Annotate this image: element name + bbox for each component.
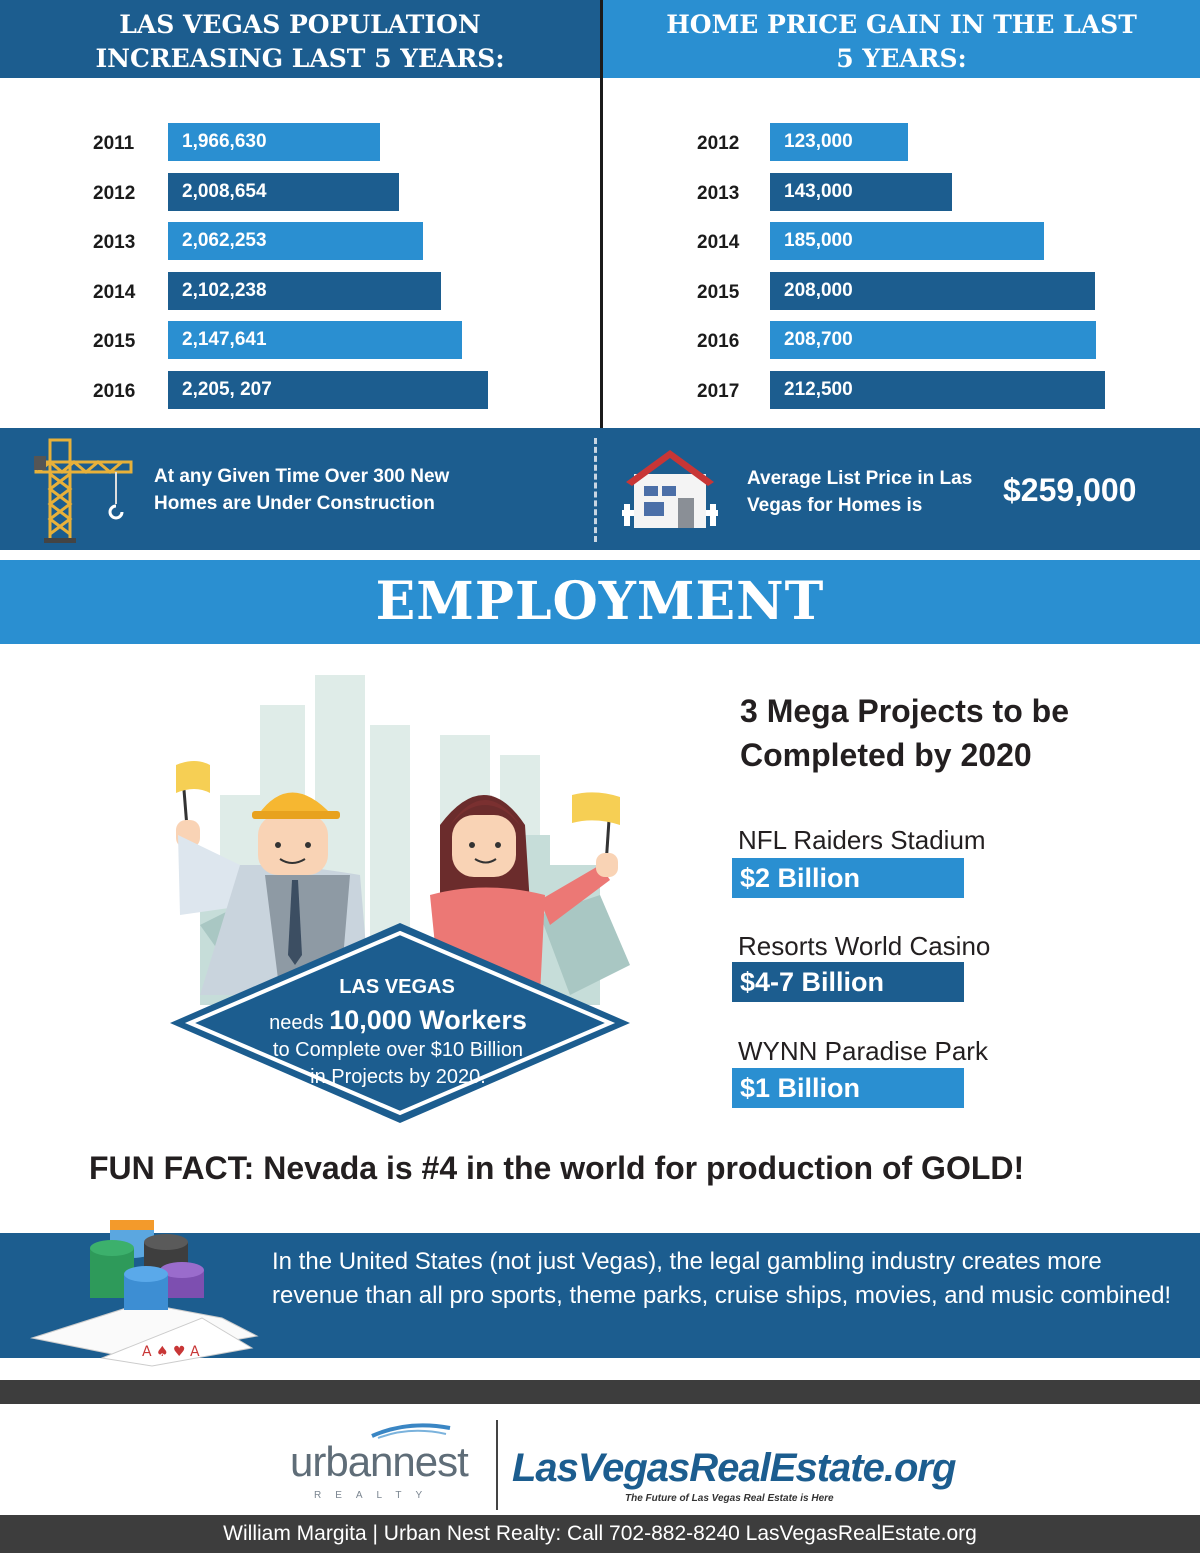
fun-fact: FUN FACT: Nevada is #4 in the world for … bbox=[89, 1150, 1025, 1186]
average-price-text: Average List Price in Las Vegas for Home… bbox=[747, 468, 973, 516]
logo-divider bbox=[496, 1420, 498, 1510]
chart-1-year-2017: 2017 bbox=[697, 380, 740, 402]
chart-1-year-2016: 2016 bbox=[697, 331, 740, 352]
chart-1-bar-2012: 123,000 bbox=[770, 123, 909, 161]
chart-1-bar-2016: 208,700 bbox=[770, 321, 1097, 359]
divider-strip bbox=[0, 1380, 1200, 1404]
price-title: HOME PRICE GAIN IN THE LAST 5 YEARS: bbox=[666, 10, 1137, 73]
diamond-line3: to Complete over $10 Billion bbox=[273, 1039, 523, 1061]
brand-tagline: The Future of Las Vegas Real Estate is H… bbox=[625, 1493, 834, 1504]
project-amount-2: $4-7 Billion bbox=[732, 962, 964, 1002]
project-name-1: NFL Raiders Stadium bbox=[738, 825, 986, 855]
chart-1-year-2014: 2014 bbox=[697, 232, 740, 253]
chart-0-year-2013: 2013 bbox=[93, 232, 136, 253]
footer-contact: William Margita | Urban Nest Realty: Cal… bbox=[0, 1515, 1200, 1553]
chart-1-bar-2014: 185,000 bbox=[770, 222, 1045, 260]
svg-text:A ♠ ♥ A: A ♠ ♥ A bbox=[142, 1344, 200, 1360]
chart-0-bar-2016: 2,205, 207 bbox=[168, 370, 488, 409]
population-title: LAS VEGAS POPULATION INCREASING LAST 5 Y… bbox=[95, 10, 505, 73]
chart-0-bar-2015: 2,147,641 bbox=[168, 321, 462, 359]
house-icon bbox=[622, 450, 718, 528]
project-amount-1: $2 Billion bbox=[732, 858, 964, 898]
chart-1-year-2015: 2015 bbox=[697, 281, 740, 303]
project-name-3: WYNN Paradise Park bbox=[738, 1036, 988, 1066]
urbannest-logo-word: urbannest bbox=[290, 1438, 469, 1485]
chart-1-bar-2017: 212,500 bbox=[770, 370, 1105, 409]
price-header: HOME PRICE GAIN IN THE LAST 5 YEARS: bbox=[603, 0, 1200, 78]
chart-0-year-2015: 2015 bbox=[93, 331, 136, 352]
employment-title: EMPLOYMENT bbox=[0, 560, 1200, 644]
casino-chips-icon: A ♠ ♥ A bbox=[30, 1220, 259, 1367]
crane-icon bbox=[34, 438, 133, 543]
urbannest-roof-icon bbox=[371, 1423, 451, 1439]
diamond-line2: needs 10,000 Workers bbox=[269, 1005, 527, 1035]
population-header: LAS VEGAS POPULATION INCREASING LAST 5 Y… bbox=[0, 0, 600, 78]
project-name-2: Resorts World Casino bbox=[738, 931, 991, 961]
population-bar-chart: 2011 1,966,630 2012 2,008,654 2013 2,062,253 2… bbox=[0, 120, 600, 420]
average-price-value: $259,000 bbox=[1003, 472, 1137, 508]
chart-0-bar-2012: 2,008,654 bbox=[168, 172, 399, 211]
chart-0-year-2014: 2014 bbox=[93, 281, 136, 303]
urbannest-logo-sub: REALTY bbox=[314, 1490, 437, 1501]
chart-0-year-2016: 2016 bbox=[93, 380, 136, 402]
diamond-badge bbox=[170, 923, 630, 1123]
chart-1-bar-2013: 143,000 bbox=[770, 172, 953, 211]
price-bar-chart: 2012 123,000 2013 143,000 2014 185,000 2015 208… bbox=[603, 120, 1200, 420]
mega-title-line2: Completed by 2020 bbox=[740, 737, 1032, 773]
construction-worker bbox=[176, 761, 370, 995]
vertical-divider bbox=[600, 0, 603, 428]
project-amount-3: $1 Billion bbox=[732, 1068, 964, 1108]
band-divider bbox=[594, 438, 597, 542]
chart-0-year-2011: 2011 bbox=[93, 133, 135, 154]
chart-0-bar-2014: 2,102,238 bbox=[168, 271, 441, 310]
diamond-line1: LAS VEGAS bbox=[339, 976, 455, 998]
chart-0-bar-2011: 1,966,630 bbox=[168, 123, 380, 161]
chart-0-year-2012: 2012 bbox=[93, 182, 136, 204]
workers-illustration: LAS VEGAS needs 10,000 Workers to Comple… bbox=[170, 675, 630, 1123]
housing-facts-band bbox=[0, 428, 1200, 550]
chart-1-bar-2015: 208,000 bbox=[770, 271, 1095, 310]
gambling-fact: In the United States (not just Vegas), t… bbox=[272, 1248, 1172, 1309]
construction-text: At any Given Time Over 300 New Homes are… bbox=[154, 466, 450, 514]
chart-1-year-2012: 2012 bbox=[697, 133, 740, 154]
brand-logo: LasVegasRealEstate.org bbox=[512, 1446, 956, 1490]
diamond-line4: in Projects by 2020. bbox=[310, 1066, 486, 1088]
chart-0-bar-2013: 2,062,253 bbox=[168, 222, 423, 260]
mega-projects-title: 3 Mega Projects to be Completed by 2020 bbox=[740, 689, 1069, 777]
mega-title-line1: 3 Mega Projects to be bbox=[740, 693, 1069, 729]
chart-1-year-2013: 2013 bbox=[697, 182, 740, 204]
